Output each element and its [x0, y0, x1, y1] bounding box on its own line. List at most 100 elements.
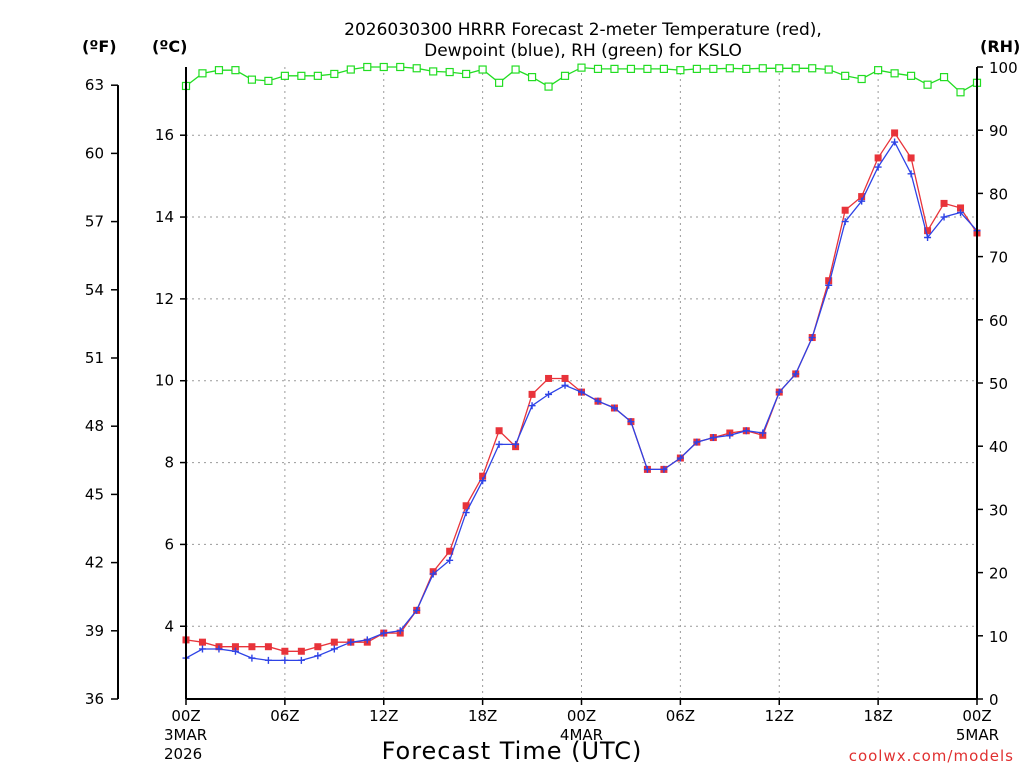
x-tick-label: 00Z — [962, 707, 991, 725]
dewpoint-point — [759, 429, 767, 437]
relative-humidity-point — [709, 64, 718, 73]
temperature-point — [479, 472, 487, 480]
relative-humidity-point — [495, 78, 504, 87]
dewpoint-point — [545, 390, 553, 398]
relative-humidity-point — [857, 74, 866, 84]
relative-humidity-point — [478, 65, 487, 74]
temperature-point — [462, 502, 470, 510]
relative-humidity-point — [214, 66, 224, 75]
dewpoint-point — [248, 654, 256, 662]
celsius-tick-label: 4 — [164, 617, 174, 635]
x-year-label: 2026 — [164, 745, 202, 763]
temperature-point — [281, 647, 289, 655]
relative-humidity-point — [890, 69, 899, 78]
relative-humidity-point — [874, 66, 883, 75]
relative-humidity-point — [527, 73, 537, 82]
dewpoint-point — [578, 388, 585, 396]
temperature-point — [874, 154, 882, 162]
temperature-point — [264, 643, 272, 651]
relative-humidity-point — [742, 64, 751, 73]
relative-humidity-point — [330, 69, 339, 79]
rh-tick-label: 10 — [989, 628, 1008, 646]
relative-humidity-point — [791, 64, 800, 73]
rh-tick-label: 30 — [989, 501, 1008, 519]
temperature-point — [297, 647, 305, 655]
relative-humidity-point — [906, 71, 916, 80]
dewpoint-point — [363, 636, 371, 644]
dewpoint-point — [841, 218, 849, 226]
rh-tick-label: 50 — [989, 375, 1008, 393]
dewpoint-point — [610, 404, 618, 412]
rh-tick-label: 20 — [989, 565, 1008, 583]
dewpoint-point — [792, 370, 800, 378]
dewpoint-point — [462, 509, 470, 517]
grid-layer — [186, 67, 977, 699]
series-layer — [181, 62, 982, 664]
relative-humidity-point — [363, 62, 372, 72]
dewpoint-point — [479, 477, 487, 485]
dewpoint-point — [231, 647, 239, 655]
relative-humidity-point — [808, 64, 817, 73]
dewpoint-point — [330, 645, 338, 653]
relative-humidity-point — [643, 64, 652, 73]
dewpoint-point — [314, 652, 322, 660]
x-date-label: 3MAR — [164, 726, 207, 744]
dewpoint-point — [347, 638, 355, 646]
relative-humidity-point — [346, 65, 355, 74]
credit-text[interactable]: coolwx.com/models — [849, 747, 1014, 765]
x-tick-label: 00Z — [171, 707, 200, 725]
dewpoint-point — [380, 629, 388, 637]
dewpoint-point — [297, 656, 305, 664]
dewpoint-point — [775, 388, 783, 396]
dewpoint-point — [693, 438, 701, 446]
dewpoint-point — [512, 440, 520, 448]
dewpoint-point — [924, 234, 932, 242]
relative-humidity-point — [429, 67, 438, 76]
temperature-point — [940, 199, 948, 207]
relative-humidity-point — [676, 66, 685, 75]
dewpoint-line — [185, 140, 978, 662]
rh-tick-label: 80 — [989, 185, 1008, 203]
relative-humidity-point — [462, 69, 471, 79]
chart-title-line1: 2026030300 HRRR Forecast 2-meter Tempera… — [344, 20, 822, 40]
x-tick-label: 12Z — [369, 707, 398, 725]
x-tick-label: 12Z — [765, 707, 794, 725]
temperature-point — [907, 154, 915, 162]
rh-tick-label: 90 — [989, 122, 1008, 140]
relative-humidity-point — [775, 64, 784, 73]
fahrenheit-tick-label: 57 — [85, 213, 104, 231]
dewpoint-point — [742, 427, 750, 435]
fahrenheit-tick-label: 54 — [85, 281, 104, 299]
x-tick-label: 06Z — [666, 707, 695, 725]
dewpoint-point — [643, 465, 651, 473]
temperature-point — [858, 193, 866, 201]
relative-humidity-point — [231, 66, 240, 75]
x-tick-label: 18Z — [468, 707, 497, 725]
relative-humidity-point — [692, 64, 701, 73]
x-tick-label: 18Z — [863, 707, 892, 725]
relative-humidity-point — [396, 62, 405, 72]
temperature-point — [314, 643, 322, 651]
celsius-tick-label: 8 — [164, 454, 174, 472]
dewpoint-point — [528, 402, 536, 410]
dewpoint-point — [396, 627, 404, 635]
rh-tick-label: 60 — [989, 312, 1008, 330]
rh-tick-label: 70 — [989, 249, 1008, 267]
temperature-point — [330, 638, 338, 646]
celsius-tick-label: 16 — [155, 126, 174, 144]
dewpoint-point — [907, 170, 915, 178]
relative-humidity-point — [412, 64, 421, 73]
relative-humidity-point — [923, 80, 932, 89]
dewpoint-point — [264, 656, 272, 664]
temperature-point — [924, 227, 932, 235]
temperature-point — [231, 643, 239, 651]
rh-tick-label: 0 — [989, 691, 999, 709]
relative-humidity-point — [198, 69, 207, 78]
fahrenheit-tick-label: 36 — [85, 690, 104, 708]
dewpoint-point — [627, 418, 635, 426]
temperature-point — [495, 427, 503, 435]
temperature-point — [957, 204, 965, 212]
tick-layer: 36 39 42 45 48 51 54 57 60 63 4 6 8 10 12 14 16 0 10 20 30 40… — [85, 59, 1018, 763]
fahrenheit-tick-label: 39 — [85, 622, 104, 640]
dewpoint-point — [709, 434, 717, 442]
